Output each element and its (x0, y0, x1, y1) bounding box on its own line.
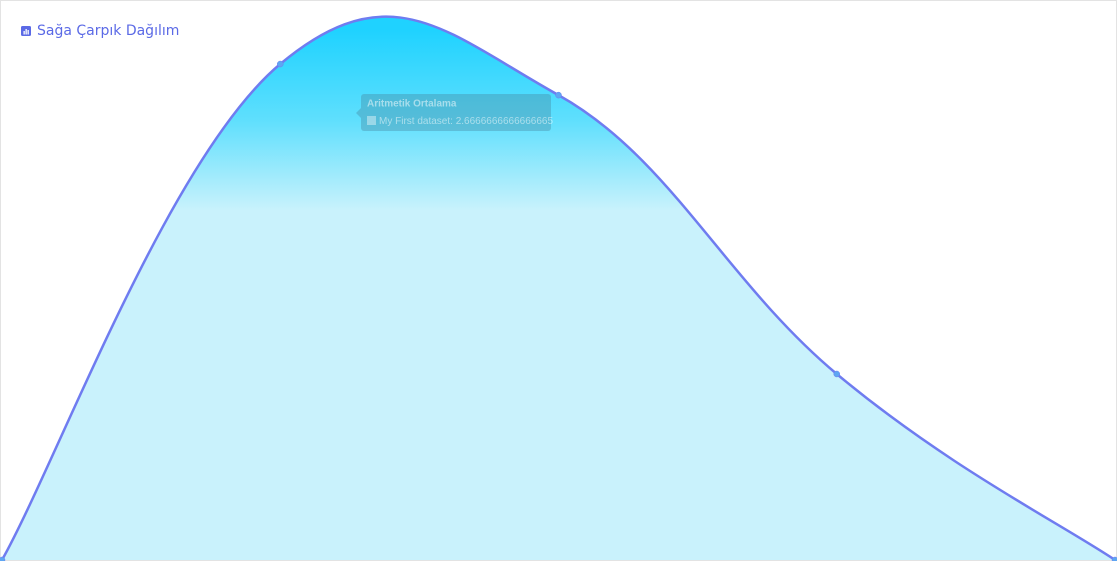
tooltip-box (361, 94, 551, 131)
tooltip-series: My First dataset (379, 116, 450, 127)
tooltip-title: Aritmetik Ortalama (367, 99, 457, 110)
plot (0, 15, 1117, 561)
tooltip-caret (356, 108, 361, 118)
tooltip-swatch (367, 116, 376, 125)
chart-icon-bar (23, 31, 25, 35)
tooltip-sep: : (450, 116, 456, 127)
tooltip-label: My First dataset: 2.6666666666666665 (379, 116, 553, 127)
chart-title: Sağa Çarpık Dağılım (37, 23, 179, 39)
area-fill (2, 16, 1115, 561)
chart-header: Sağa Çarpık Dağılım (21, 23, 179, 39)
chart-icon-bar (25, 29, 27, 35)
chart-icon-bar (27, 30, 29, 35)
line (0, 15, 1116, 561)
point (833, 370, 840, 378)
tooltip-value: 2.6666666666666665 (456, 116, 554, 127)
tooltip: Aritmetik Ortalama My First dataset: 2.6… (356, 94, 553, 131)
point (1111, 556, 1117, 561)
point (0, 556, 6, 561)
point (555, 91, 562, 99)
point (277, 60, 284, 68)
